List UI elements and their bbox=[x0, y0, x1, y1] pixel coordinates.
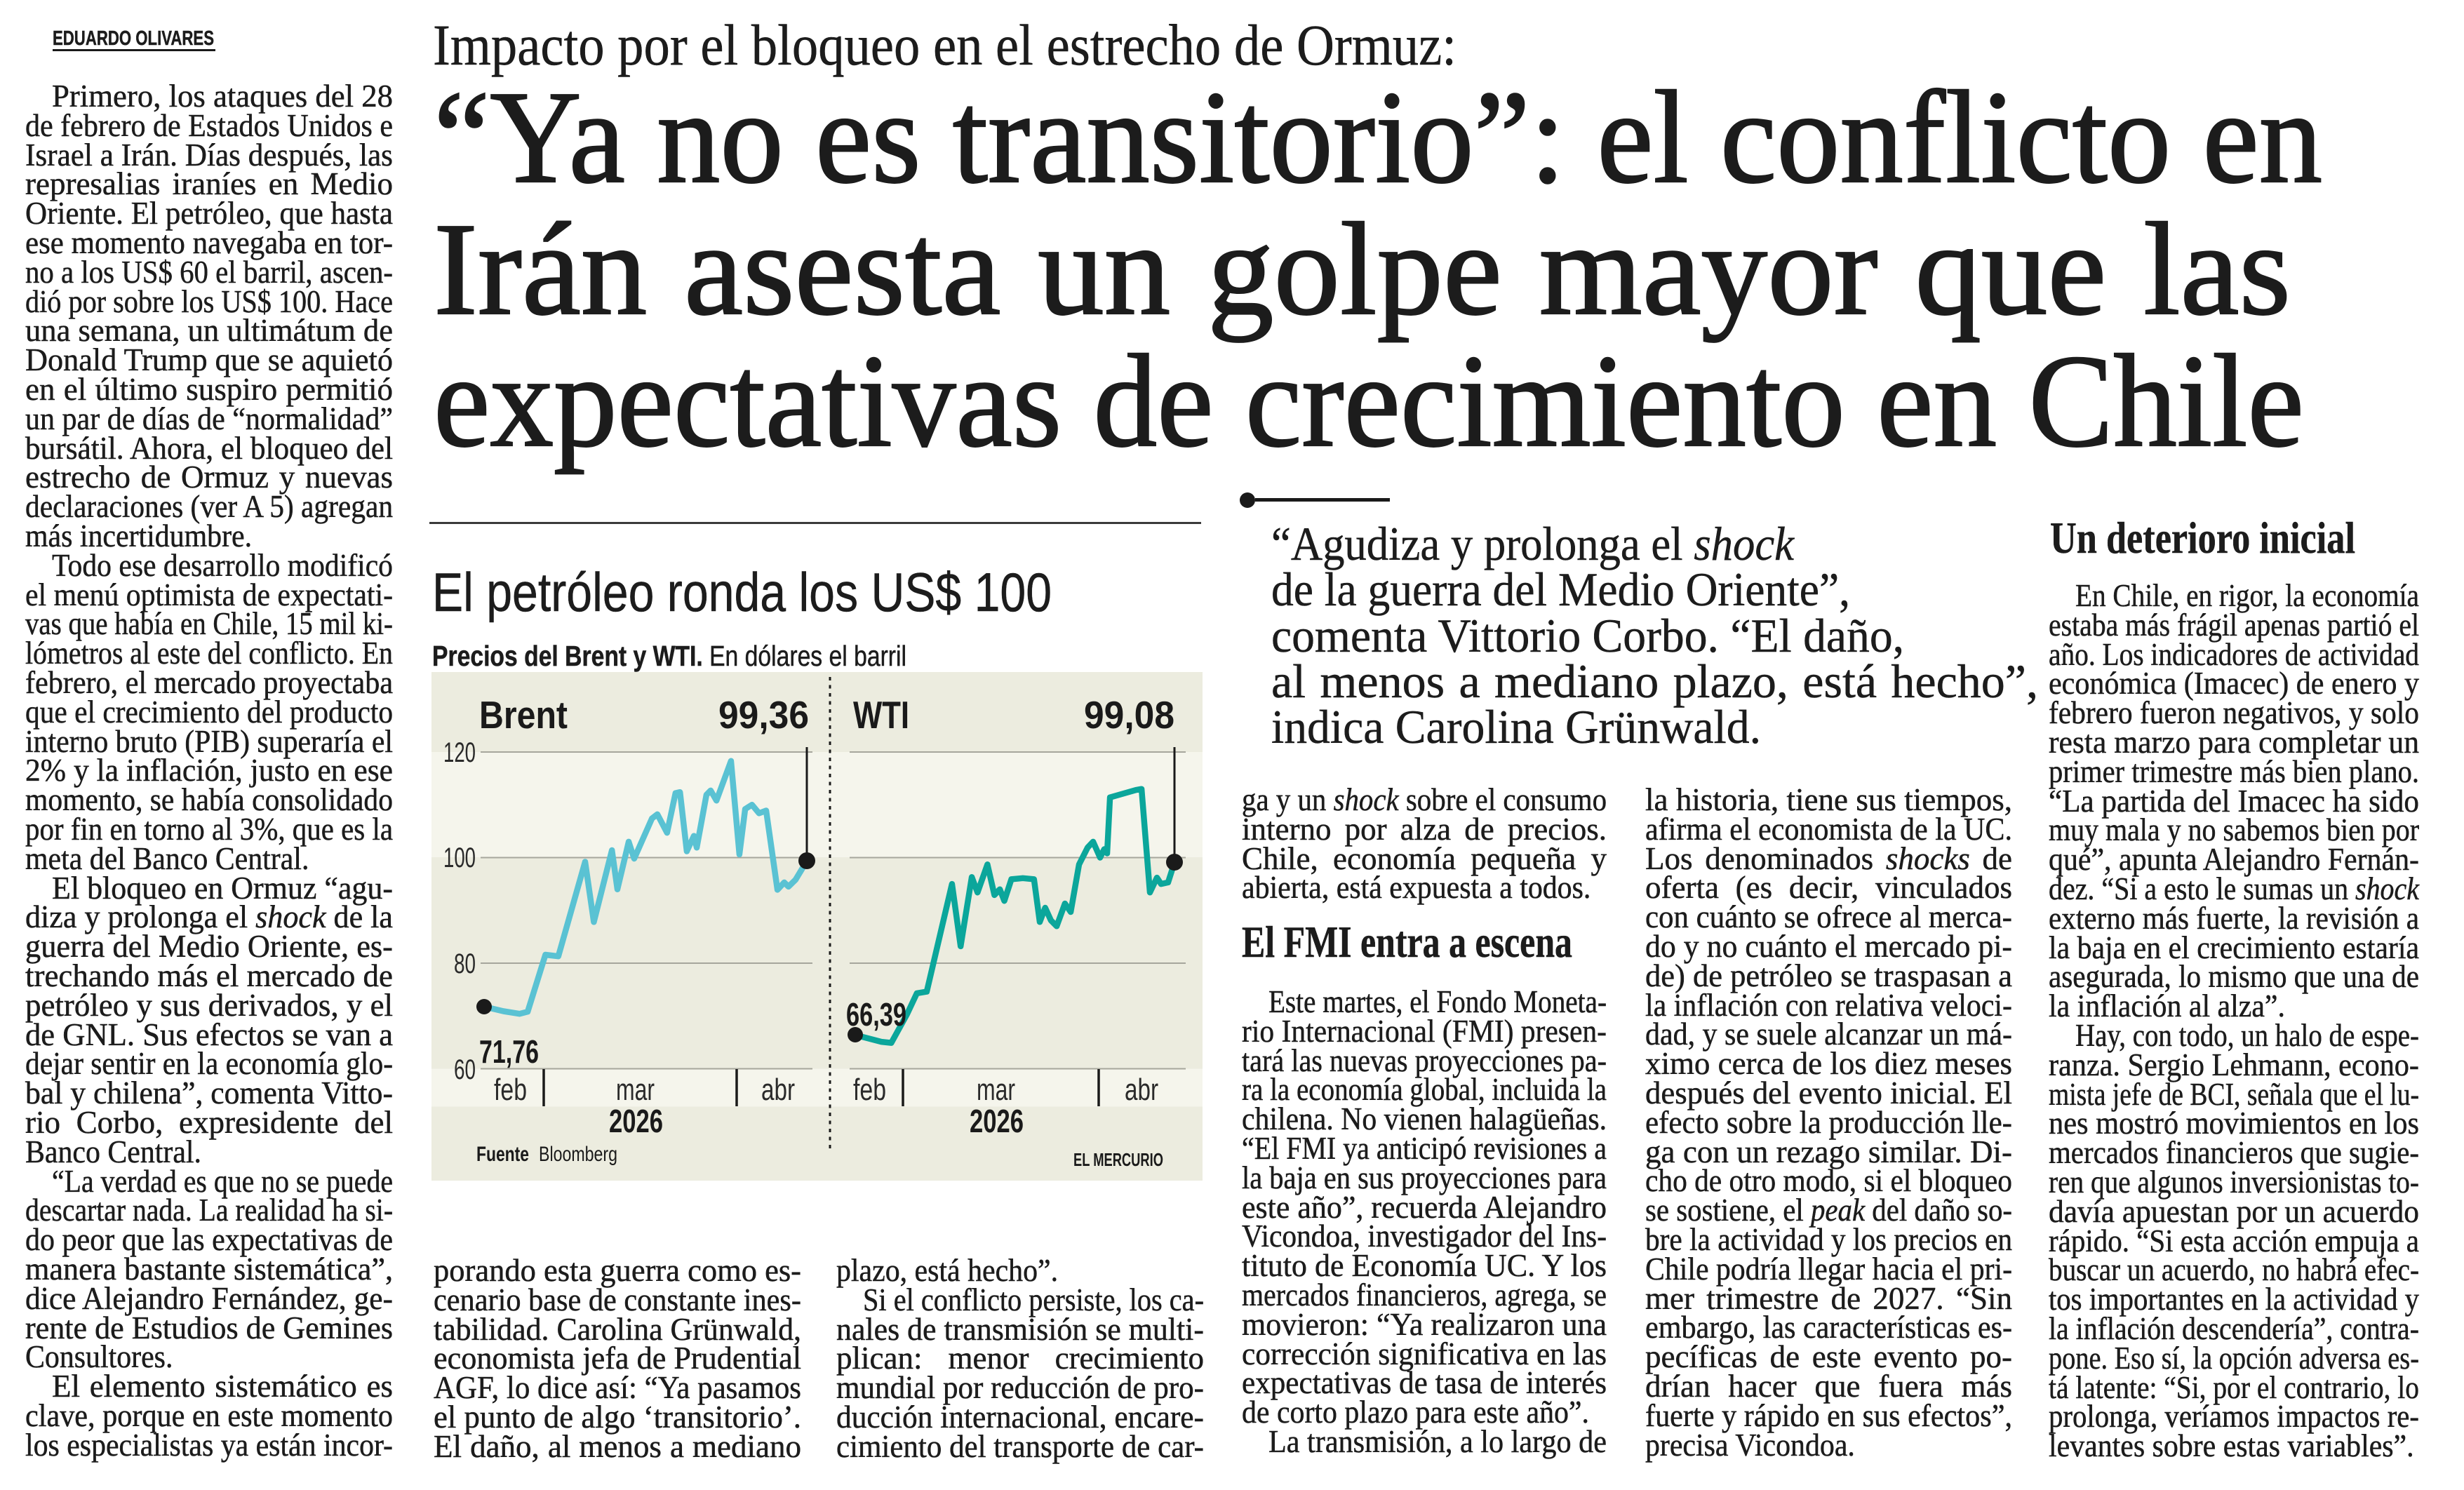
svg-text:WTI: WTI bbox=[853, 693, 909, 737]
svg-text:abr: abr bbox=[1125, 1073, 1158, 1107]
svg-text:100: 100 bbox=[443, 843, 476, 873]
svg-text:mar: mar bbox=[977, 1073, 1015, 1107]
svg-text:2026: 2026 bbox=[609, 1103, 663, 1139]
svg-text:99,36: 99,36 bbox=[718, 693, 809, 737]
svg-text:71,76: 71,76 bbox=[479, 1033, 539, 1070]
svg-text:feb: feb bbox=[494, 1073, 527, 1107]
svg-text:66,39: 66,39 bbox=[846, 996, 906, 1033]
svg-text:mar: mar bbox=[616, 1073, 655, 1107]
svg-text:feb: feb bbox=[853, 1073, 886, 1107]
svg-text:80: 80 bbox=[454, 948, 476, 979]
svg-text:EL MERCURIO: EL MERCURIO bbox=[1073, 1149, 1163, 1170]
svg-text:60: 60 bbox=[454, 1054, 476, 1085]
svg-text:2026: 2026 bbox=[970, 1103, 1024, 1139]
svg-text:120: 120 bbox=[443, 737, 476, 768]
svg-text:99,08: 99,08 bbox=[1084, 693, 1174, 737]
svg-text:Brent: Brent bbox=[479, 693, 568, 737]
svg-text:abr: abr bbox=[761, 1073, 795, 1107]
